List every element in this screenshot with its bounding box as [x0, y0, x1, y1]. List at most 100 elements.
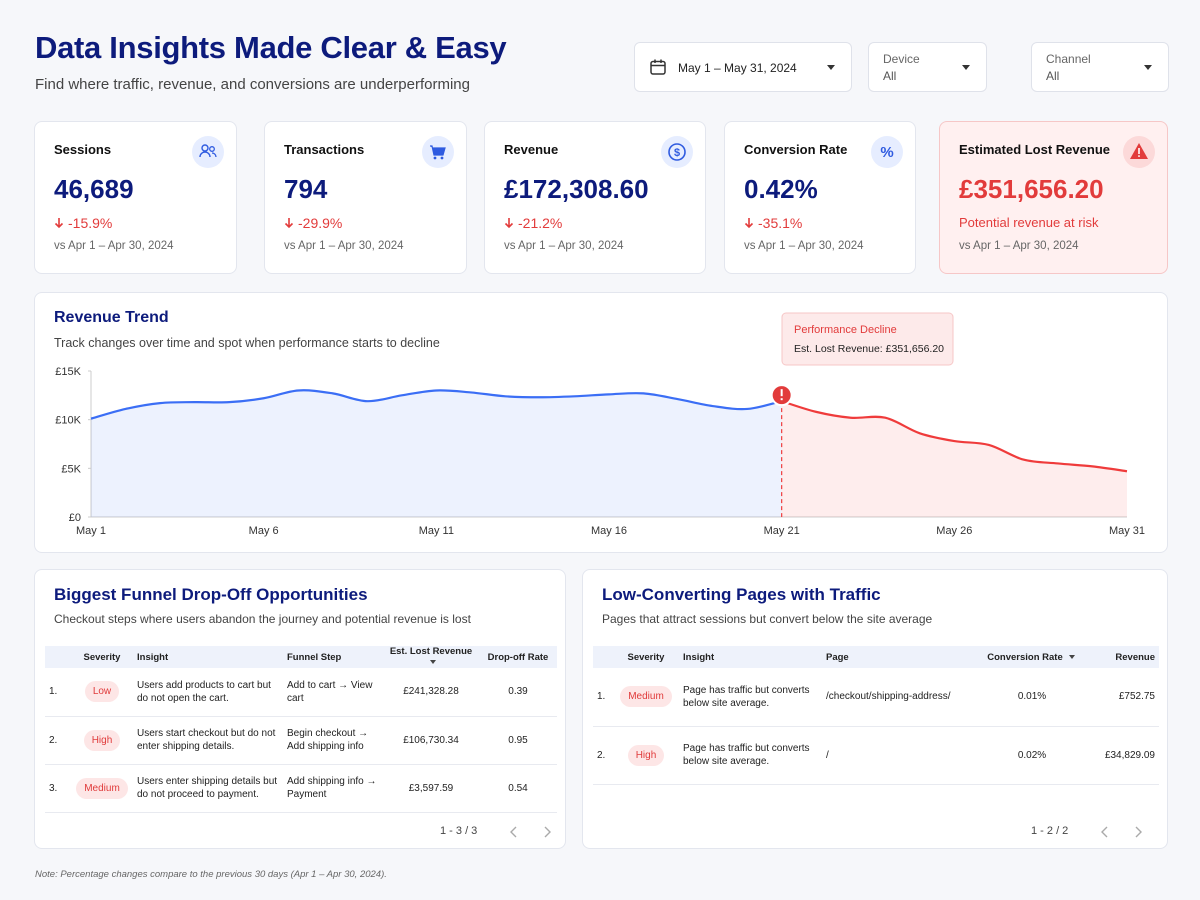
- next-page[interactable]: [544, 826, 552, 838]
- table-cell: £3,597.59: [383, 764, 479, 813]
- icon: [430, 145, 446, 160]
- table-row: 3. Medium Users enter shipping details but…: [45, 764, 557, 813]
- cell-text: £752.75: [1118, 691, 1155, 703]
- kpi-comparison: vs Apr 1 – Apr 30, 2024: [284, 240, 404, 252]
- cell-text: /: [826, 749, 829, 761]
- chart-subtitle: Track changes over time and spot when pe…: [54, 336, 440, 350]
- data-table: Severity Insight Page Conversion Rate Revenu…: [593, 646, 1159, 785]
- header-row: Severity Insight Funnel Step Est. Lost Reve…: [45, 646, 557, 668]
- column-header: Severity: [83, 651, 121, 663]
- kpi-change: -15.9%: [68, 215, 113, 231]
- table-cell: 2.: [593, 726, 613, 785]
- pagination-status: 1 - 2 / 2: [1031, 825, 1069, 837]
- table-cell: 0.54: [479, 764, 557, 813]
- header-cell: Revenue: [1082, 646, 1159, 668]
- column-header: Drop-off Rate: [487, 651, 549, 663]
- filter-value: All: [1046, 69, 1060, 83]
- device-filter[interactable]: Device All: [868, 42, 987, 92]
- table-row: 1. Medium Page has traffic but converts be…: [593, 668, 1159, 727]
- severity-pill: Medium: [620, 686, 672, 708]
- table-cell: High: [613, 726, 679, 785]
- severity-pill: High: [83, 729, 121, 751]
- kpi-comparison: vs Apr 1 – Apr 30, 2024: [744, 240, 864, 252]
- x-tick-label: May 16: [591, 525, 627, 537]
- annotation-title: Performance Decline: [794, 324, 897, 336]
- table-cell: Users start checkout but do not enter sh…: [133, 716, 283, 765]
- header-cell: Severity: [613, 646, 679, 668]
- table-cell: Begin checkout → Add shipping info: [283, 716, 383, 765]
- column-header: Severity: [627, 651, 665, 663]
- severity-pill: High: [627, 744, 665, 766]
- date-range: May 1 – May 31, 2024: [678, 61, 797, 75]
- area: [91, 390, 782, 517]
- kpi-comparison: vs Apr 1 – Apr 30, 2024: [959, 240, 1079, 252]
- cell-text: £106,730.34: [403, 734, 459, 746]
- kpi-value: 794: [284, 174, 328, 204]
- line: [90, 389, 782, 420]
- prev-page[interactable]: [510, 826, 518, 838]
- kpi-comparison: vs Apr 1 – Apr 30, 2024: [54, 240, 174, 252]
- x-tick-label: May 21: [764, 525, 800, 537]
- kpi-change: -29.9%: [298, 215, 343, 231]
- table-cell: 0.39: [479, 668, 557, 717]
- channel-filter[interactable]: Channel All: [1031, 42, 1169, 92]
- prev-page[interactable]: [1101, 826, 1109, 838]
- cell-text: 2.: [597, 749, 606, 761]
- cell-text: Begin checkout → Add shipping info: [287, 728, 369, 752]
- table-cell: Page has traffic but converts below site…: [679, 668, 822, 727]
- y-tick-label: £5K: [61, 463, 81, 475]
- y-tick-label: £0: [69, 512, 81, 524]
- kpi-card: Revenue $ £172,308.60 -21.2% vs Apr 1 – Apr …: [484, 121, 706, 274]
- cell-text: Page has traffic but converts below site…: [683, 684, 810, 709]
- svg-text:%: %: [880, 144, 893, 161]
- header-cell: Page: [822, 646, 982, 668]
- table-cell: /: [822, 726, 982, 785]
- calendar-icon: [650, 59, 666, 75]
- cell-text: 1.: [49, 686, 58, 698]
- column-header: Funnel Step: [287, 651, 342, 663]
- table-row: 2. High Page has traffic but converts belo…: [593, 726, 1159, 785]
- table-cell: 2.: [45, 716, 71, 765]
- table-title: Biggest Funnel Drop-Off Opportunities: [54, 585, 368, 604]
- table-subtitle: Pages that attract sessions but convert …: [602, 612, 933, 626]
- kpi-icon: [192, 136, 224, 168]
- next-page[interactable]: [1135, 826, 1143, 838]
- column-header: Insight: [683, 651, 715, 663]
- page-title: Data Insights Made Clear & Easy: [35, 30, 507, 65]
- table-row: 1. Low Users add products to cart but do n…: [45, 668, 557, 717]
- table-title: Low-Converting Pages with Traffic: [602, 585, 881, 604]
- x-tick-label: May 1: [76, 525, 106, 537]
- x-tick-label: May 31: [1109, 525, 1145, 537]
- kpi-card: Sessions 46,689 -15.9% vs Apr 1 – Apr 30, 2…: [34, 121, 237, 274]
- pagination-status: 1 - 3 / 3: [440, 825, 478, 837]
- footnote: Note: Percentage changes compare to the …: [35, 869, 387, 880]
- table-subtitle: Checkout steps where users abandon the j…: [54, 612, 471, 626]
- table-cell: £34,829.09: [1082, 726, 1159, 785]
- cell-text: 0.39: [508, 686, 528, 698]
- kpi-note: Potential revenue at risk: [959, 215, 1099, 230]
- cell-text: 0.54: [508, 782, 528, 794]
- revenue-chart: £0 £5K £10K £15K May 1 May 6 May 11 May 16 May 2…: [55, 312, 1145, 537]
- x-tick-label: May 26: [936, 525, 972, 537]
- header-cell: Conversion Rate: [982, 646, 1082, 668]
- cell-text: £241,328.28: [403, 686, 459, 698]
- cell-text: Users add products to cart but do not op…: [137, 679, 271, 704]
- x-tick-label: May 6: [249, 525, 279, 537]
- severity-pill: Low: [84, 681, 120, 703]
- kpi-icon: %: [871, 136, 903, 168]
- kpi-label: Revenue: [504, 142, 559, 157]
- down-arrow: [54, 218, 64, 229]
- table-cell: High: [71, 716, 133, 765]
- kpi-label: Sessions: [54, 142, 112, 157]
- column-header: Est. Lost Revenue: [389, 646, 473, 657]
- cell-text: 0.01%: [1017, 691, 1047, 703]
- date-filter[interactable]: May 1 – May 31, 2024: [634, 42, 852, 92]
- table-cell: £241,328.28: [383, 668, 479, 717]
- column-header: Page: [826, 651, 849, 663]
- table-cell: Medium: [71, 764, 133, 813]
- table-cell: Add to cart → View cart: [283, 668, 383, 717]
- marker-bang: [780, 389, 783, 397]
- icon: $: [668, 143, 686, 161]
- kpi-icon: $: [661, 136, 693, 168]
